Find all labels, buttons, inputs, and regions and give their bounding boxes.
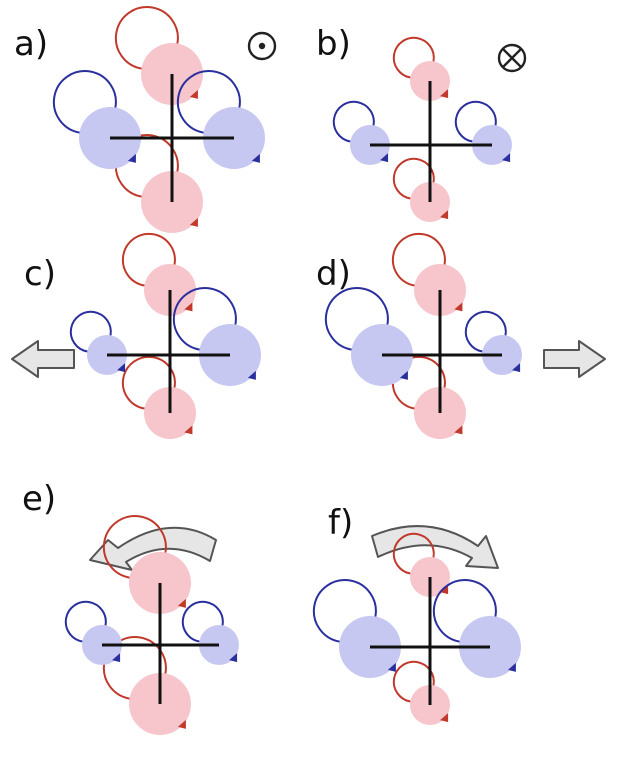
rotor-right-d-arrowhead	[512, 363, 521, 373]
panel-label-c: c)	[24, 254, 56, 294]
panel-label-b: b)	[316, 24, 351, 64]
rotor-right-c-rotation-arc	[172, 287, 237, 351]
rotor-left-e	[64, 600, 122, 665]
rotor-right-b	[454, 100, 512, 165]
rotor-right-a-arrowhead	[251, 153, 260, 163]
rotor-bottom-e-arrowhead	[177, 719, 186, 729]
rotor-right-a-rotation-arc	[176, 70, 241, 134]
rotor-left-b-arrowhead	[380, 153, 389, 163]
rotor-left-c	[69, 310, 127, 375]
rotor-left-c-arrowhead	[117, 363, 126, 373]
rotor-bottom-f-arrowhead	[440, 713, 449, 723]
rotor-right-f-rotation-arc	[432, 579, 497, 643]
rotor-right-f	[432, 579, 521, 678]
rotor-top-d-rotation-arc	[391, 232, 446, 287]
rotor-left-f-rotation-arc	[312, 579, 377, 643]
rotor-top-b-arrowhead	[440, 89, 449, 99]
rotor-right-b-rotation-arc	[454, 100, 497, 143]
rotor-top-b-rotation-arc	[392, 36, 435, 79]
rotor-right-d	[464, 310, 522, 375]
rotor-top-e-rotation-arc	[102, 515, 167, 579]
rotor-left-f	[312, 579, 401, 678]
rotor-bottom-c-arrowhead	[184, 425, 193, 435]
panel-label-e: e)	[22, 479, 56, 519]
quadcopter-d	[324, 232, 522, 439]
rotor-right-b-arrowhead	[502, 153, 511, 163]
rotor-left-f-arrowhead	[387, 662, 396, 672]
rotor-left-a-rotation-arc	[52, 70, 117, 134]
rotor-right-e-arrowhead	[229, 653, 238, 663]
rotor-top-c-rotation-arc	[121, 232, 176, 287]
rotor-top-c	[121, 232, 196, 316]
quadcopter-f	[312, 532, 521, 725]
rotor-left-d-arrowhead	[399, 370, 408, 380]
rotor-right-d-rotation-arc	[464, 310, 507, 353]
rotor-top-a-rotation-arc	[114, 6, 179, 70]
right-translation-arrow	[543, 340, 606, 378]
rotor-left-b-rotation-arc	[332, 100, 375, 143]
quadcopter-c	[69, 232, 261, 439]
left-translation-arrow	[11, 340, 75, 378]
panel-label-f: f)	[328, 503, 353, 543]
rotor-right-e-rotation-arc	[181, 600, 224, 643]
rotor-top-e-arrowhead	[177, 598, 186, 608]
rotor-bottom-b-arrowhead	[440, 210, 449, 220]
panel-label-d: d)	[316, 254, 351, 294]
rotor-bottom-f	[392, 660, 450, 725]
out-of-page-symbol	[247, 31, 277, 61]
rotor-left-e-arrowhead	[112, 653, 121, 663]
into-page-symbol	[497, 43, 527, 73]
rotor-bottom-c-rotation-arc	[121, 355, 176, 410]
rotor-left-a-arrowhead	[127, 153, 136, 163]
panel-label-a: a)	[14, 24, 48, 64]
rotor-top-f-rotation-arc	[392, 532, 435, 575]
rotor-top-d-arrowhead	[454, 302, 463, 312]
counterclockwise-yaw-arrow	[89, 526, 217, 571]
rotor-left-b	[332, 100, 390, 165]
rotor-left-e-rotation-arc	[64, 600, 107, 643]
rotor-top-a-arrowhead	[189, 89, 198, 99]
rotor-left-d	[324, 287, 413, 386]
quadcopter-e	[64, 515, 239, 735]
quadcopter-a	[52, 6, 265, 233]
rotor-left-d-rotation-arc	[324, 287, 389, 351]
rotor-bottom-b	[392, 157, 450, 222]
rotor-left-a	[52, 70, 141, 169]
rotor-right-c-arrowhead	[247, 370, 256, 380]
rotor-top-b	[392, 36, 450, 101]
rotor-top-c-arrowhead	[184, 302, 193, 312]
rotor-bottom-a-arrowhead	[189, 217, 198, 227]
rotor-left-c-rotation-arc	[69, 310, 112, 353]
quadcopter-b	[332, 36, 512, 222]
rotor-bottom-d-arrowhead	[454, 425, 463, 435]
rotor-top-d	[391, 232, 466, 316]
rotor-bottom-c	[121, 355, 196, 439]
rotor-top-a	[114, 6, 203, 105]
rotor-right-e	[181, 600, 239, 665]
rotor-right-f-arrowhead	[507, 662, 516, 672]
